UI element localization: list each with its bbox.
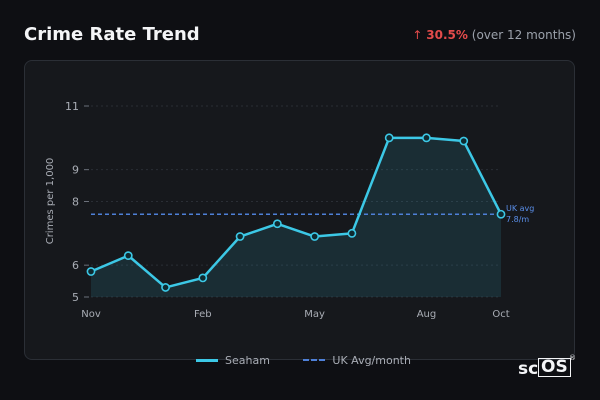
arrow-up-icon: ↑ (412, 28, 423, 42)
y-tick-label: 6 (72, 259, 79, 272)
series-line-seaham (90, 136, 503, 289)
legend-swatch-solid (196, 358, 218, 362)
legend-label-uk-avg: UK Avg/month (332, 354, 411, 367)
series-area-fill (91, 137, 501, 297)
data-point (123, 251, 133, 261)
change-note: (over 12 months) (471, 28, 576, 42)
change-percent: 30.5% (426, 28, 468, 42)
scos-logo: sc OS ® (516, 354, 576, 381)
data-point (198, 273, 208, 283)
change-indicator: ↑ 30.5% (over 12 months) (412, 28, 576, 42)
uk-average-value: 7.8/m (506, 215, 529, 224)
chart-panel (24, 60, 575, 360)
chart-legend: Seaham UK Avg/month (196, 354, 441, 370)
legend-item-uk-avg[interactable]: UK Avg/month (303, 354, 411, 367)
data-point (310, 232, 320, 241)
logo-text-sc: sc (518, 359, 539, 379)
chart-header: Crime Rate Trend ↑ 30.5% (over 12 months… (24, 24, 576, 50)
data-point (161, 283, 170, 292)
legend-swatch-dashed (303, 359, 326, 361)
data-point (347, 228, 357, 238)
x-tick-label: May (304, 309, 325, 320)
legend-item-seaham[interactable]: Seaham (196, 354, 270, 367)
x-tick-label: Feb (194, 309, 212, 320)
x-tick-label: Nov (81, 309, 101, 320)
legend-label-seaham: Seaham (225, 354, 270, 367)
data-point (272, 219, 282, 229)
y-axis-label: Crimes per 1,000 (45, 158, 56, 245)
registered-mark: ® (569, 354, 576, 362)
data-point (384, 133, 394, 143)
x-tick-label: Aug (417, 309, 437, 320)
uk-average-label: UK avg (506, 204, 534, 213)
data-point (86, 267, 96, 276)
logo-text-os: OS (538, 358, 571, 377)
x-tick-label: Oct (492, 309, 509, 320)
data-point (496, 209, 506, 219)
data-point (235, 232, 245, 241)
data-point (422, 133, 431, 143)
y-tick-label: 8 (72, 196, 79, 209)
y-tick-label: 5 (72, 291, 79, 304)
data-point (459, 136, 469, 146)
y-tick-label: 11 (65, 100, 79, 113)
chart-title: Crime Rate Trend (24, 24, 200, 45)
y-tick-label: 9 (72, 164, 79, 177)
